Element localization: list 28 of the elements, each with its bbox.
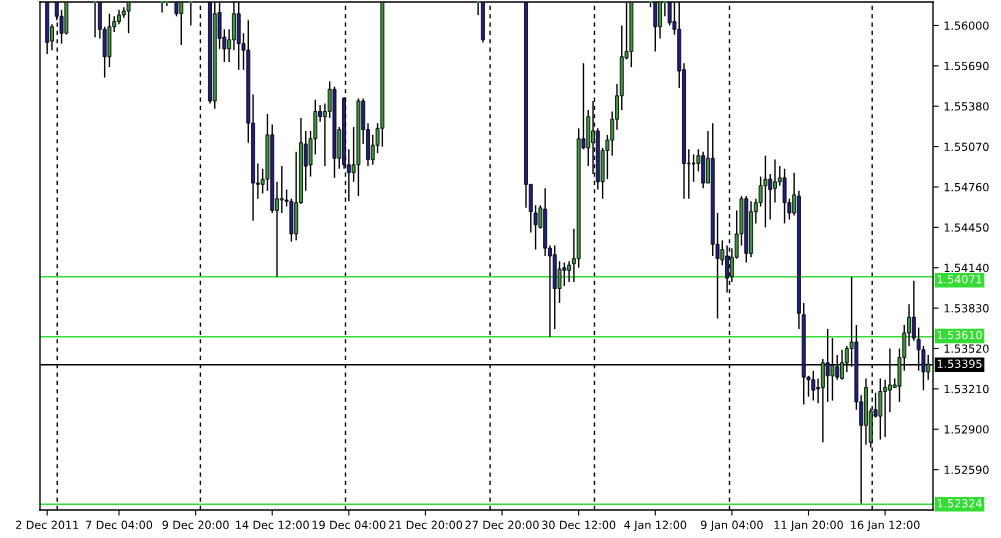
y-tick-label: 1.56000: [944, 21, 989, 30]
ref-line-label: 1.54071: [937, 275, 982, 284]
y-tick-label: 1.55070: [944, 142, 989, 151]
ref-line-label: 1.52324: [937, 499, 982, 508]
y-tick-label: 1.55690: [944, 61, 989, 71]
x-tick-label: 7 Dec 04:00: [86, 520, 153, 530]
x-tick-label: 9 Jan 04:00: [700, 520, 763, 532]
x-tick-label: 27 Dec 20:00: [465, 520, 539, 530]
y-tick-label: 1.55380: [944, 102, 989, 111]
x-tick-label: 4 Jan 12:00: [624, 520, 687, 532]
y-tick-label: 1.54760: [944, 182, 989, 192]
x-tick-label: 30 Dec 12:00: [542, 520, 616, 530]
y-tick-label: 1.52900: [944, 425, 989, 434]
ref-line-label: 1.53395: [937, 359, 982, 368]
y-tick-label: 1.54450: [944, 223, 989, 232]
y-tick-label: 1.53830: [944, 304, 989, 313]
x-tick-label: 21 Dec 20:00: [388, 520, 463, 530]
y-tick-label: 1.53520: [944, 344, 989, 353]
y-tick-label: 1.54140: [944, 263, 989, 273]
x-tick-label: 2 Dec 2011: [16, 520, 79, 530]
x-tick-label: 11 Jan 20:00: [774, 520, 843, 532]
x-tick-label: 19 Dec 04:00: [312, 520, 386, 530]
ref-line-label: 1.53610: [937, 330, 982, 340]
x-tick-label: 14 Dec 12:00: [236, 520, 309, 530]
x-tick-label: 9 Dec 20:00: [162, 520, 229, 530]
y-tick-label: 1.52590: [944, 465, 989, 474]
y-tick-label: 1.53210: [944, 384, 989, 394]
x-tick-label: 16 Jan 12:00: [851, 520, 920, 532]
